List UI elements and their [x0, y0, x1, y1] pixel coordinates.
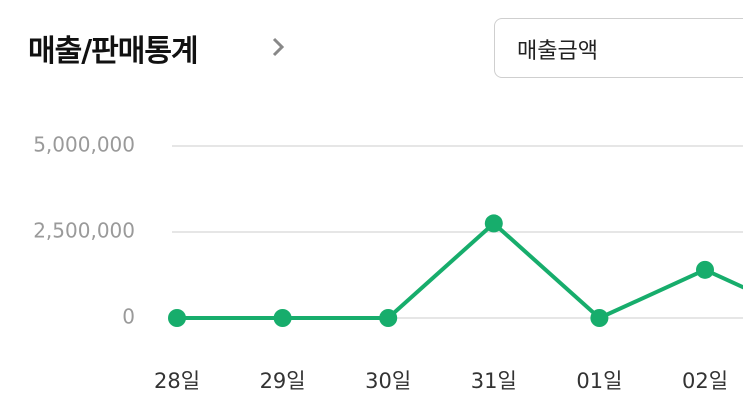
y-tick-label: 0	[122, 305, 135, 329]
x-tick-label: 28일	[154, 369, 200, 393]
data-point	[696, 260, 714, 279]
data-point	[168, 309, 186, 327]
x-tick-label: 29일	[260, 369, 306, 393]
y-tick-label: 2,500,000	[33, 219, 135, 243]
metric-dropdown[interactable]: 매출금액	[494, 18, 743, 78]
data-point	[590, 309, 609, 327]
data-point	[379, 309, 398, 327]
section-title[interactable]: 매출/판매통계	[28, 34, 199, 69]
dropdown-label[interactable]: 매출금액	[517, 39, 598, 64]
y-tick-label: 5,000,000	[33, 133, 135, 157]
chevron-icon[interactable]	[268, 30, 290, 64]
x-tick-label: 31일	[471, 369, 517, 393]
x-tick-label: 30일	[365, 369, 411, 393]
data-point	[273, 309, 292, 327]
data-point	[484, 214, 503, 233]
x-tick-label: 02일	[682, 369, 728, 393]
series-line	[177, 221, 743, 320]
x-tick-label: 01일	[576, 369, 622, 393]
